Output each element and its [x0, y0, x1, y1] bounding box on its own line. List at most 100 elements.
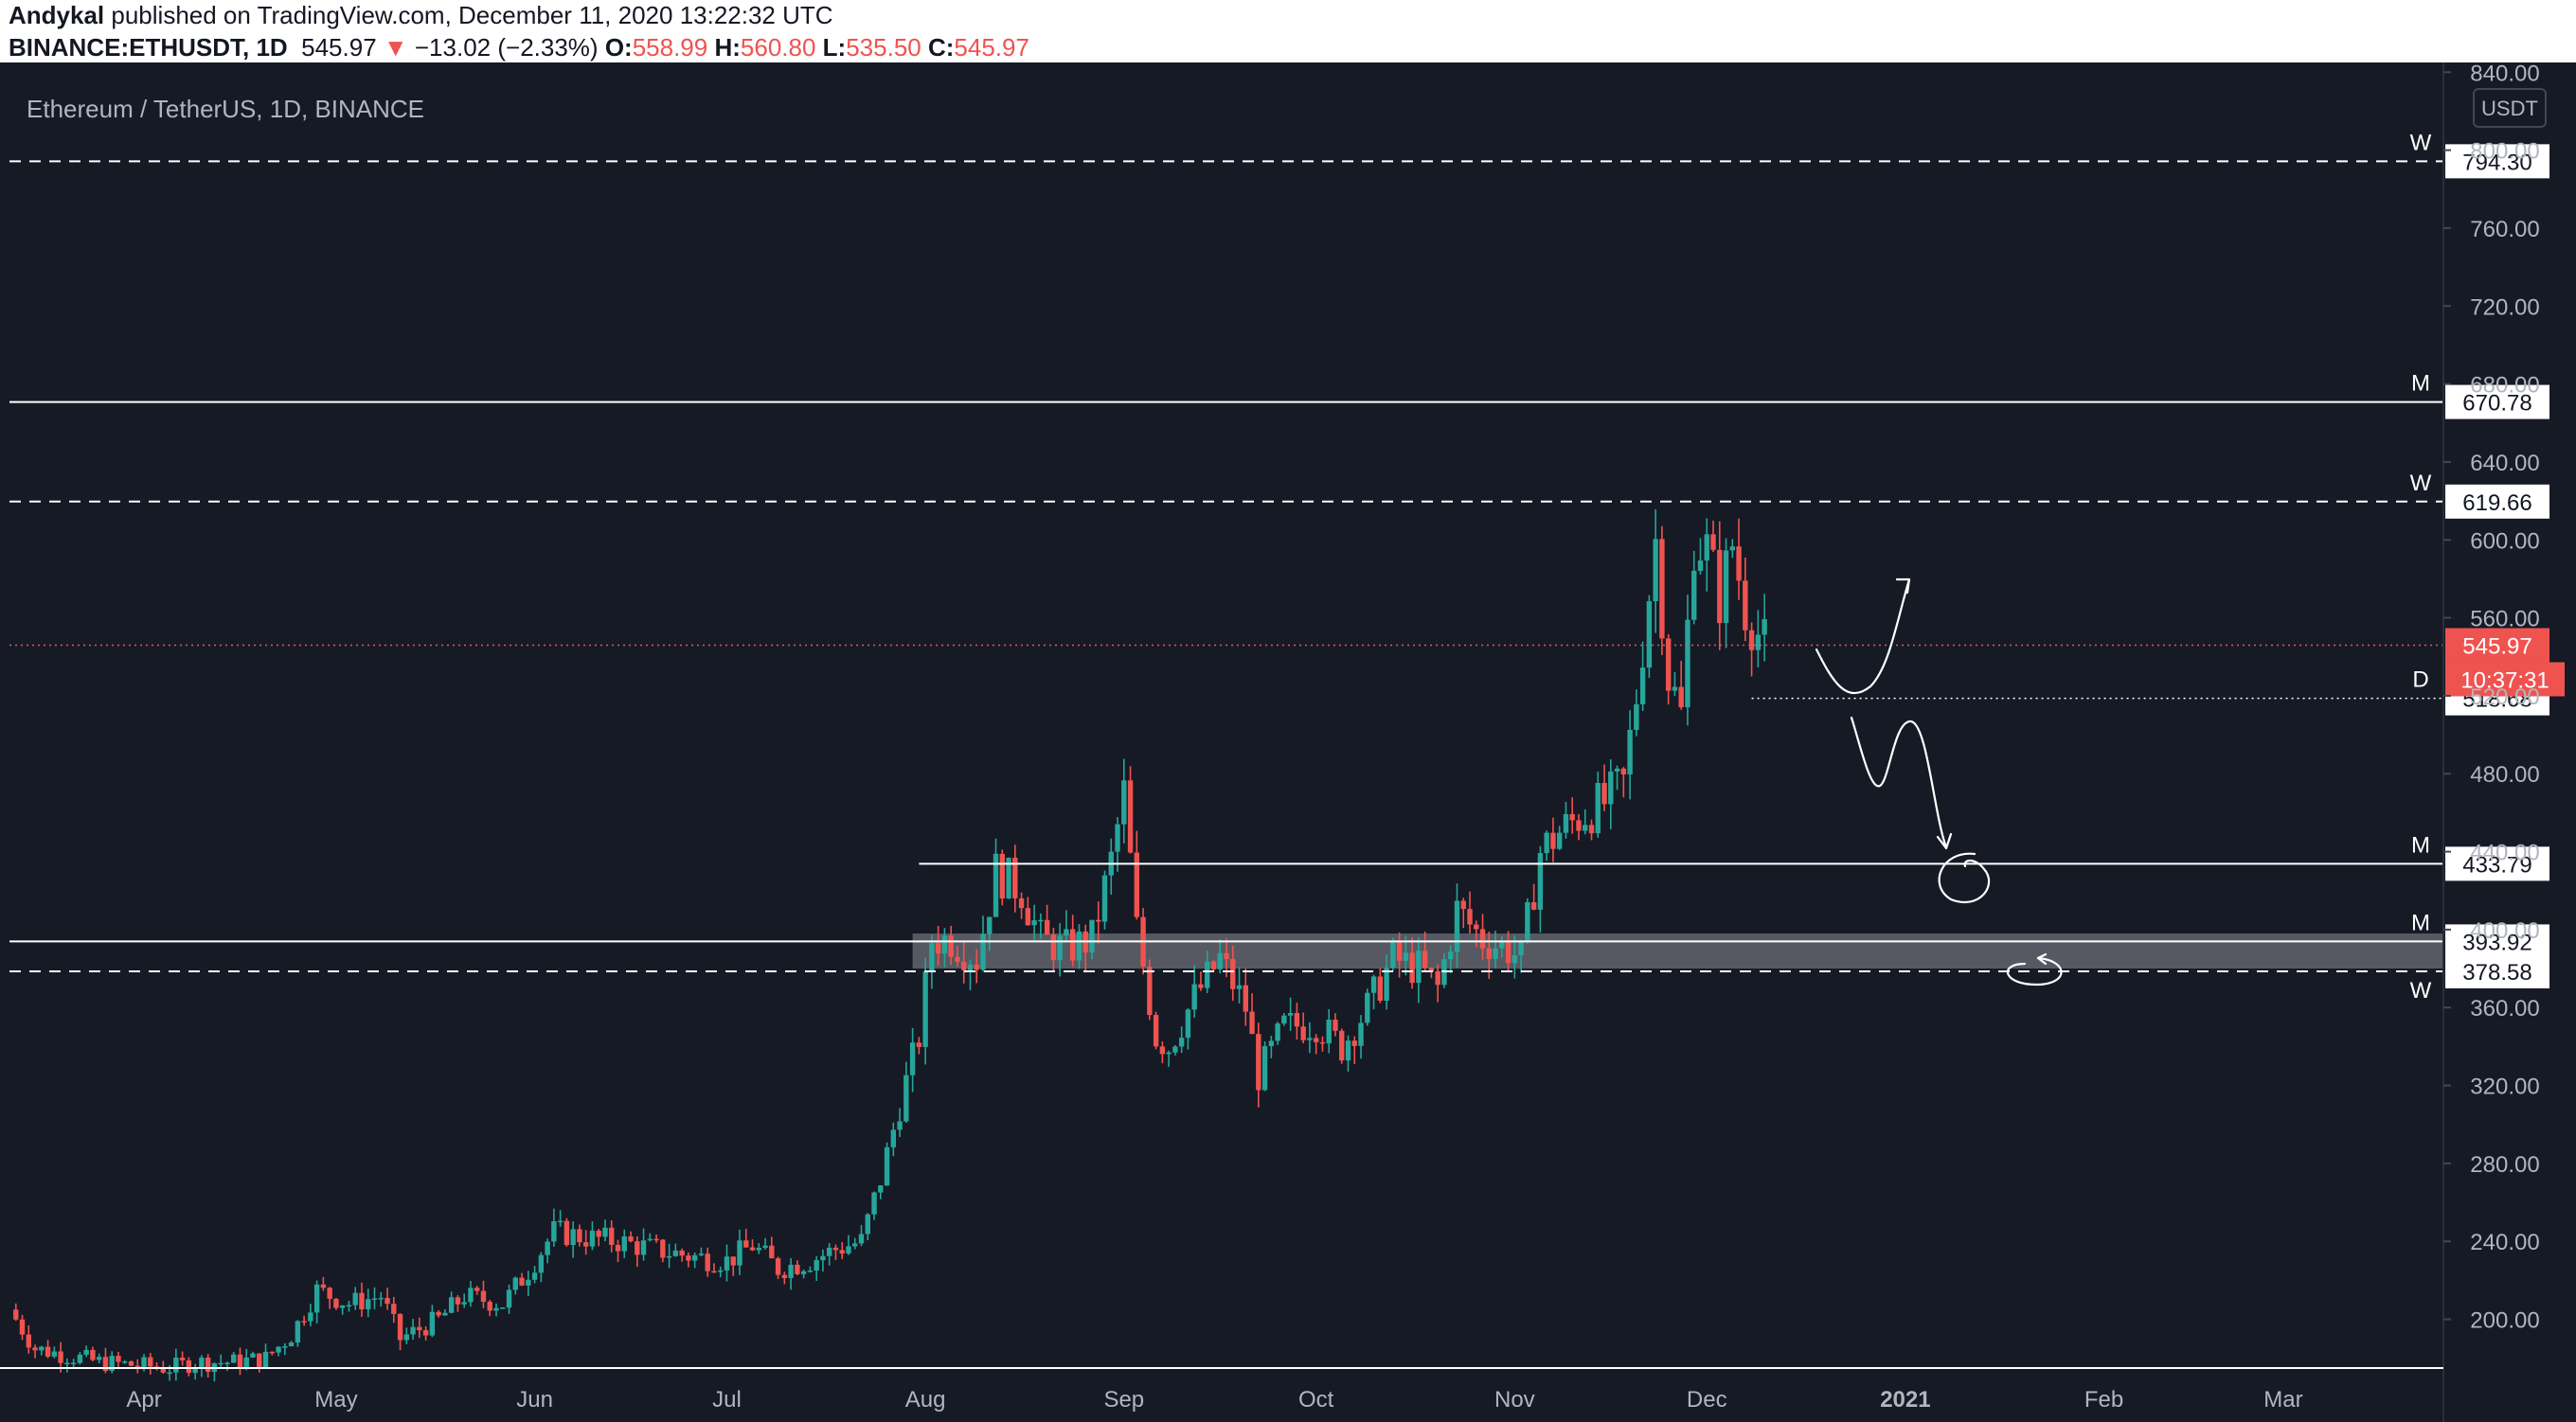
candle-body[interactable]: [1588, 825, 1595, 834]
candle-body[interactable]: [1185, 1009, 1191, 1039]
candle-body[interactable]: [313, 1284, 320, 1313]
candle-body[interactable]: [1198, 984, 1204, 988]
candle-body[interactable]: [987, 916, 993, 934]
candle-body[interactable]: [1025, 908, 1031, 926]
candle-body[interactable]: [718, 1270, 724, 1272]
candle-body[interactable]: [916, 1042, 922, 1047]
candle-body[interactable]: [359, 1292, 365, 1309]
candle-body[interactable]: [820, 1255, 826, 1261]
candle-body[interactable]: [1678, 686, 1684, 708]
candle-body[interactable]: [807, 1271, 814, 1272]
candle-body[interactable]: [948, 935, 954, 957]
candle-body[interactable]: [884, 1146, 890, 1186]
candle-body[interactable]: [77, 1354, 83, 1363]
candle-body[interactable]: [1377, 976, 1384, 1002]
candle-body[interactable]: [1050, 934, 1057, 961]
candle-body[interactable]: [961, 961, 967, 970]
candle-body[interactable]: [1249, 1011, 1255, 1035]
candle-body[interactable]: [1512, 954, 1518, 964]
candle-body[interactable]: [1665, 638, 1672, 691]
candle-body[interactable]: [224, 1362, 230, 1364]
candle-body[interactable]: [929, 943, 935, 972]
candle-body[interactable]: [179, 1357, 186, 1360]
candle-body[interactable]: [1525, 901, 1530, 941]
candle-body[interactable]: [1370, 976, 1377, 993]
candle-body[interactable]: [1634, 703, 1639, 730]
candle-body[interactable]: [531, 1272, 538, 1280]
candle-body[interactable]: [468, 1288, 474, 1303]
candle-body[interactable]: [352, 1292, 358, 1306]
candle-body[interactable]: [333, 1298, 339, 1308]
candle-body[interactable]: [795, 1264, 800, 1274]
candle-body[interactable]: [442, 1312, 448, 1316]
candle-body[interactable]: [1057, 935, 1063, 961]
candle-body[interactable]: [1474, 924, 1479, 930]
candle-body[interactable]: [436, 1311, 441, 1316]
candle-body[interactable]: [653, 1238, 659, 1241]
candle-body[interactable]: [1281, 1015, 1287, 1024]
candle-body[interactable]: [749, 1247, 756, 1251]
candle-body[interactable]: [1639, 667, 1646, 704]
candle-body[interactable]: [1243, 985, 1248, 1012]
candle-body[interactable]: [109, 1356, 115, 1371]
candle-body[interactable]: [160, 1367, 167, 1373]
candle-body[interactable]: [1300, 1026, 1306, 1040]
candle-body[interactable]: [70, 1362, 77, 1365]
candle-body[interactable]: [1230, 959, 1236, 989]
candle-body[interactable]: [974, 964, 979, 970]
candle-body[interactable]: [1390, 941, 1396, 969]
candle-body[interactable]: [1620, 768, 1627, 775]
candle-body[interactable]: [1685, 619, 1690, 708]
candle-body[interactable]: [909, 1042, 916, 1075]
candle-body[interactable]: [871, 1192, 877, 1215]
candle-body[interactable]: [506, 1289, 512, 1308]
candle-body[interactable]: [1595, 782, 1601, 834]
candle-body[interactable]: [1210, 961, 1217, 969]
candle-body[interactable]: [1101, 875, 1108, 922]
candle-body[interactable]: [391, 1304, 397, 1314]
candle-body[interactable]: [64, 1362, 70, 1365]
candle-body[interactable]: [199, 1357, 205, 1368]
candle-body[interactable]: [1659, 539, 1665, 639]
candle-body[interactable]: [1006, 858, 1011, 899]
candle-body[interactable]: [422, 1330, 429, 1336]
candle-body[interactable]: [403, 1334, 410, 1341]
candle-body[interactable]: [814, 1260, 819, 1271]
candle-body[interactable]: [173, 1357, 179, 1373]
candle-body[interactable]: [711, 1271, 717, 1273]
candle-body[interactable]: [1723, 550, 1729, 624]
candle-body[interactable]: [257, 1353, 262, 1368]
candle-body[interactable]: [967, 964, 974, 970]
candle-body[interactable]: [1089, 919, 1095, 953]
candle-body[interactable]: [1653, 539, 1658, 602]
candle-body[interactable]: [148, 1357, 153, 1367]
candle-body[interactable]: [461, 1302, 467, 1305]
candle-body[interactable]: [1358, 1022, 1364, 1046]
candle-body[interactable]: [301, 1321, 307, 1323]
candle-body[interactable]: [19, 1319, 26, 1335]
candle-body[interactable]: [775, 1258, 781, 1275]
candle-body[interactable]: [1012, 858, 1018, 898]
candle-body[interactable]: [1205, 961, 1210, 988]
candle-body[interactable]: [609, 1227, 615, 1245]
candle-body[interactable]: [897, 1121, 903, 1130]
candle-body[interactable]: [218, 1362, 224, 1365]
candle-body[interactable]: [1319, 1041, 1326, 1044]
candle-body[interactable]: [615, 1244, 621, 1252]
candle-body[interactable]: [96, 1357, 102, 1360]
candle-body[interactable]: [922, 971, 928, 1047]
candle-body[interactable]: [269, 1351, 275, 1354]
candle-body[interactable]: [116, 1356, 121, 1362]
candle-body[interactable]: [250, 1353, 256, 1358]
candle-body[interactable]: [1697, 560, 1704, 571]
candle-body[interactable]: [429, 1311, 436, 1336]
candle-body[interactable]: [519, 1277, 525, 1286]
candle-body[interactable]: [846, 1246, 851, 1254]
candle-body[interactable]: [1569, 813, 1575, 821]
candle-body[interactable]: [1224, 952, 1229, 960]
candle-body[interactable]: [769, 1245, 775, 1259]
candle-body[interactable]: [980, 933, 986, 970]
candle-body[interactable]: [691, 1254, 698, 1261]
candle-body[interactable]: [705, 1253, 710, 1271]
candle-body[interactable]: [45, 1346, 51, 1357]
